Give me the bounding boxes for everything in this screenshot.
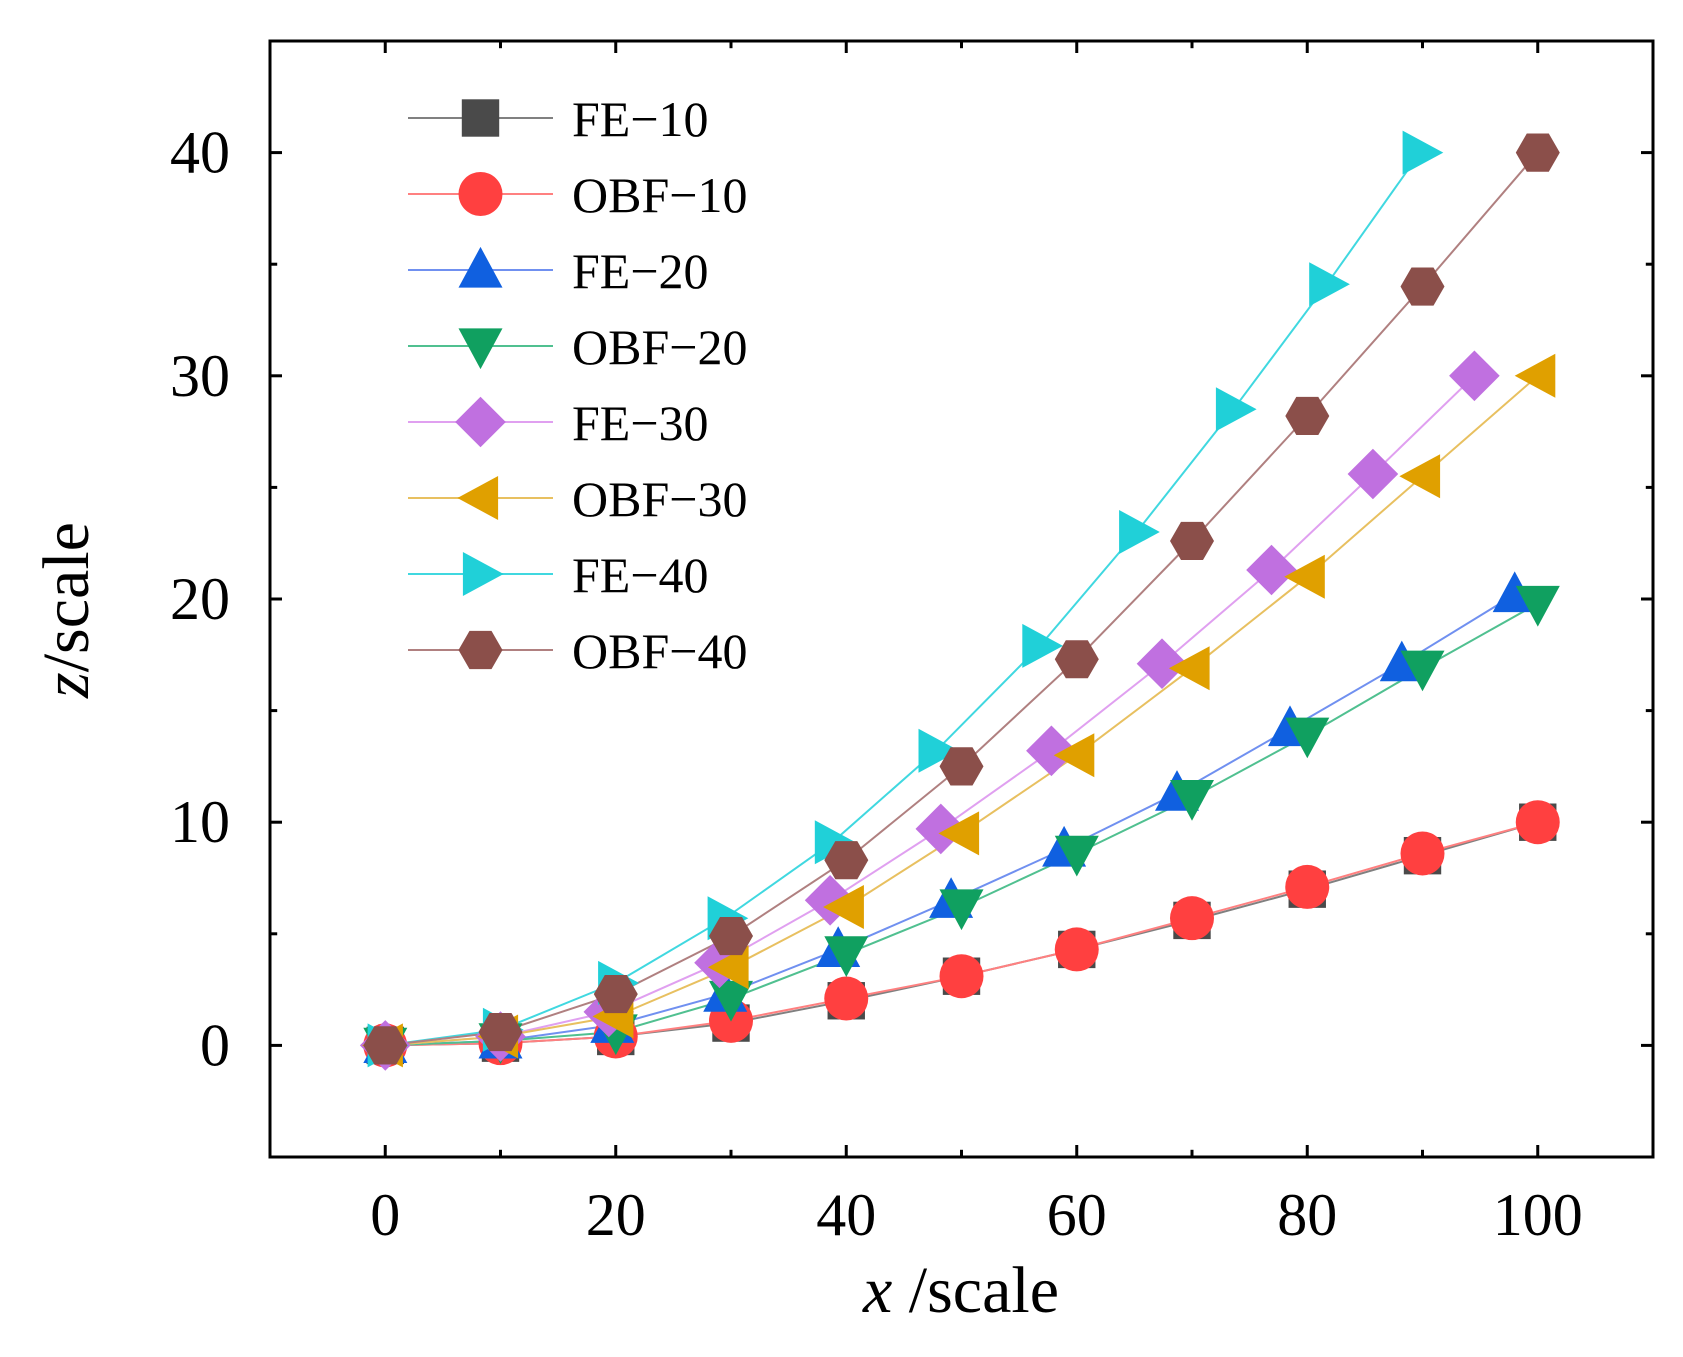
- data-point-fe-30: [1347, 448, 1399, 500]
- x-tick-label: 60: [1047, 1182, 1107, 1248]
- legend-marker: [458, 630, 503, 670]
- legend-item-fe-30: FE−30: [408, 395, 709, 451]
- data-point-fe-40: [1309, 262, 1350, 307]
- data-point-obf-30: [1284, 554, 1325, 599]
- series-line-fe-30: [385, 375, 1476, 1047]
- data-point-obf-30: [1514, 353, 1556, 398]
- data-point-fe-30: [1246, 544, 1297, 596]
- x-axis-label: x /scale: [862, 1254, 1059, 1327]
- data-point-obf-20: [939, 889, 984, 931]
- data-point-obf-10: [1170, 896, 1214, 941]
- legend-marker: [457, 476, 499, 520]
- x-tick-label: 20: [586, 1182, 646, 1248]
- x-tick-label: 0: [370, 1182, 400, 1248]
- data-point-obf-40: [1170, 521, 1214, 560]
- legend-label: FE−10: [572, 91, 709, 147]
- y-axis-label: z/scale: [30, 522, 103, 699]
- legend-item-fe-10: FE−10: [408, 91, 709, 147]
- series-line-obf-10: [385, 821, 1539, 1047]
- data-point-obf-20: [824, 936, 869, 977]
- data-point-obf-30: [1168, 646, 1210, 691]
- legend-marker: [458, 246, 503, 288]
- legend: FE−10 OBF−10 FE−20 OBF−20 FE−30 OBF−30 FE−40 OB…: [408, 91, 747, 679]
- legend-label: OBF−20: [572, 319, 747, 375]
- data-point-obf-40: [1054, 640, 1099, 679]
- data-point-obf-40: [1285, 396, 1330, 435]
- data-point-obf-20: [1285, 717, 1330, 759]
- data-point-obf-30: [1053, 733, 1095, 778]
- legend-label: OBF−30: [572, 471, 747, 527]
- legend-item-obf-20: OBF−20: [408, 319, 747, 375]
- data-point-obf-10: [939, 954, 984, 999]
- data-point-obf-30: [1399, 454, 1441, 499]
- legend-label: FE−30: [572, 395, 709, 451]
- y-tick-label: 40: [170, 120, 230, 186]
- legend-label: OBF−40: [572, 623, 747, 679]
- legend-item-obf-30: OBF−30: [408, 471, 747, 527]
- data-point-fe-30: [915, 803, 967, 855]
- data-point-obf-10: [1400, 831, 1445, 876]
- data-point-obf-40: [709, 917, 753, 956]
- legend-label: FE−20: [572, 243, 709, 299]
- tick-labels: 0 20 40 60 80 100 0 10 20 30 40: [170, 120, 1583, 1248]
- x-tick-label: 80: [1277, 1182, 1337, 1248]
- data-point-obf-10: [1054, 927, 1099, 972]
- data-point-fe-40: [1402, 130, 1444, 175]
- data-point-obf-30: [707, 945, 749, 990]
- x-tick-label: 40: [816, 1182, 876, 1248]
- data-point-obf-40: [1400, 267, 1445, 306]
- data-point-fe-30: [1449, 350, 1500, 402]
- data-point-obf-20: [1515, 585, 1560, 627]
- series-line-fe-40: [385, 152, 1422, 1047]
- data-point-obf-40: [593, 975, 638, 1014]
- legend-marker: [462, 552, 504, 596]
- data-point-fe-40: [1119, 510, 1160, 554]
- x-tick-label: 100: [1493, 1182, 1583, 1248]
- legend-marker: [458, 328, 503, 370]
- data-point-obf-40: [363, 1026, 408, 1065]
- data-point-fe-30: [1136, 638, 1188, 689]
- legend-marker: [455, 396, 506, 448]
- data-point-fe-40: [1022, 623, 1063, 668]
- data-point-obf-30: [823, 885, 864, 929]
- data-point-obf-20: [1054, 835, 1099, 877]
- data-point-obf-40: [1515, 133, 1560, 172]
- legend-label: FE−40: [572, 547, 709, 603]
- data-point-obf-40: [478, 1013, 523, 1052]
- data-point-obf-20: [709, 980, 753, 1022]
- data-point-obf-20: [1170, 780, 1214, 821]
- y-tick-label: 10: [170, 789, 230, 855]
- x-axis-unit: /scale: [892, 1254, 1059, 1327]
- x-axis-variable: x: [862, 1254, 892, 1327]
- legend-marker: [458, 172, 503, 216]
- data-point-obf-10: [824, 976, 869, 1021]
- y-axis-unit: /scale: [30, 522, 103, 672]
- legend-item-fe-40: FE−40: [408, 547, 709, 603]
- data-point-fe-40: [918, 728, 960, 773]
- legend-label: OBF−10: [572, 167, 747, 223]
- legend-item-obf-10: OBF−10: [408, 167, 747, 223]
- data-point-obf-10: [1285, 864, 1330, 909]
- data-point-obf-40: [824, 841, 869, 880]
- legend-item-fe-20: FE−20: [408, 243, 709, 299]
- legend-marker: [461, 99, 500, 137]
- y-axis-variable: z: [30, 672, 103, 699]
- data-point-obf-40: [939, 747, 984, 786]
- data-point-fe-40: [1215, 387, 1257, 432]
- series-markers: [359, 130, 1560, 1071]
- series-line-fe-10: [385, 821, 1539, 1047]
- y-tick-label: 20: [170, 566, 230, 632]
- data-point-fe-30: [1026, 725, 1077, 777]
- y-tick-label: 0: [200, 1012, 230, 1078]
- data-point-obf-30: [938, 811, 980, 856]
- y-tick-label: 30: [170, 343, 230, 409]
- data-point-obf-20: [1400, 650, 1445, 692]
- data-point-obf-10: [1515, 800, 1560, 845]
- axis-ticks: [270, 41, 1653, 1157]
- legend-item-obf-40: OBF−40: [408, 623, 747, 679]
